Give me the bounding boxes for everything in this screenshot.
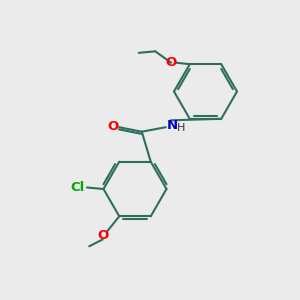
Text: O: O: [97, 229, 108, 242]
Text: H: H: [177, 123, 185, 133]
Text: O: O: [166, 56, 177, 69]
Text: N: N: [167, 119, 178, 132]
Text: O: O: [108, 120, 119, 133]
Text: Cl: Cl: [70, 181, 84, 194]
